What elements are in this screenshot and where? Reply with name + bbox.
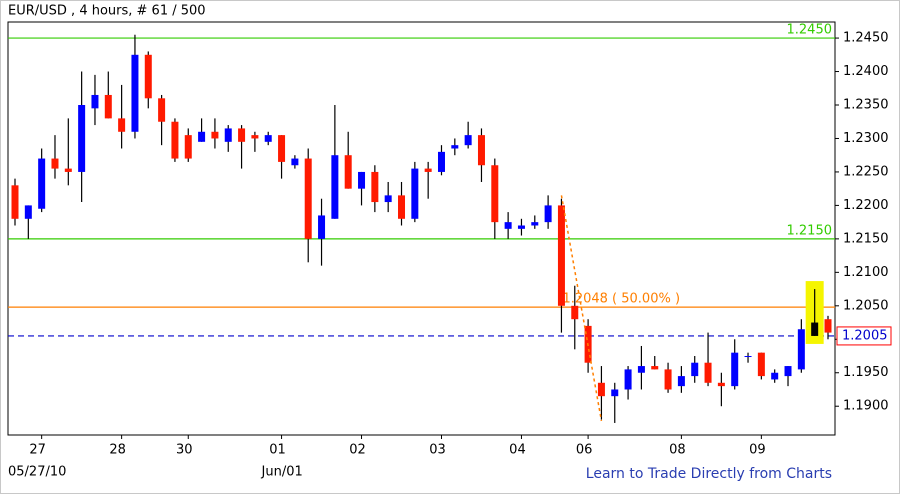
candle-body	[451, 145, 459, 149]
candle-body	[264, 135, 272, 142]
candle-body	[171, 121, 179, 159]
candle-body	[278, 135, 286, 162]
y-tick-label: 1.2150	[843, 231, 889, 246]
trendline	[560, 195, 603, 422]
candle-body	[691, 362, 699, 377]
y-tick-label: 1.2350	[843, 98, 889, 113]
candle-body	[464, 135, 472, 146]
candle-body	[504, 222, 512, 229]
date-label: 05/27/10	[8, 465, 66, 480]
candle-body	[304, 158, 312, 239]
price-box	[836, 326, 892, 346]
candle-body	[824, 319, 832, 333]
candle-body	[238, 128, 246, 142]
y-tick-label: 1.1950	[843, 365, 889, 380]
candle-body	[811, 322, 819, 336]
candle-body	[624, 369, 632, 390]
candle-body	[51, 158, 59, 169]
x-tick-label: 08	[669, 443, 686, 458]
candle-body	[318, 215, 326, 239]
level-label: 1.2450	[787, 23, 833, 38]
x-tick-label: 27	[29, 443, 46, 458]
y-tick-label: 1.2300	[843, 131, 889, 146]
candle-body	[771, 372, 779, 380]
candle-body	[331, 155, 339, 219]
candle-body	[517, 225, 525, 229]
candle-body	[411, 168, 419, 219]
candle-body	[744, 356, 752, 358]
candle-body	[597, 382, 605, 397]
candle-body	[571, 305, 579, 320]
x-tick-label: 02	[349, 443, 366, 458]
x-tick-label: 09	[749, 443, 766, 458]
y-tick-label: 1.2050	[843, 298, 889, 313]
candle-body	[424, 168, 432, 172]
y-tick-label: 1.2400	[843, 64, 889, 79]
y-tick-label: 1.2100	[843, 265, 889, 280]
candle-body	[24, 205, 32, 219]
candle-body	[611, 389, 619, 397]
date-label: Jun/01	[261, 465, 303, 480]
candle-body	[664, 369, 672, 390]
x-tick-label: 30	[176, 443, 193, 458]
candle-body	[158, 98, 166, 122]
candle-body	[371, 171, 379, 203]
candle-body	[291, 158, 299, 166]
candle-body	[144, 54, 152, 99]
candle-body	[717, 382, 725, 387]
candle-body	[198, 131, 206, 142]
candle-body	[211, 131, 219, 139]
candle-body	[78, 105, 86, 172]
candle-body	[11, 185, 19, 219]
y-tick-label: 1.2450	[843, 31, 889, 46]
candle-body	[651, 366, 659, 370]
candle-body	[731, 352, 739, 387]
y-tick-label: 1.2250	[843, 164, 889, 179]
candle-body	[531, 222, 539, 226]
chart-title: EUR/USD , 4 hours, # 61 / 500	[8, 4, 206, 19]
candle-body	[398, 195, 406, 219]
candle-body	[91, 94, 99, 109]
y-tick-label: 1.1900	[843, 399, 889, 414]
candle-body	[251, 135, 259, 139]
candle-body	[637, 366, 645, 373]
candle-body	[118, 118, 126, 132]
candle-body	[344, 155, 352, 189]
candle-body	[104, 94, 112, 119]
candle-body	[437, 151, 445, 172]
candle-body	[184, 135, 192, 159]
candle-body	[64, 168, 72, 172]
candle-body	[38, 158, 46, 209]
candle-body	[557, 205, 565, 306]
candle-body	[477, 135, 485, 166]
level-label: 1.2150	[787, 223, 833, 238]
level-label: 1.2048 ( 50.00% )	[562, 292, 680, 307]
candle-body	[384, 195, 392, 203]
x-tick-label: 03	[429, 443, 446, 458]
candle-body	[797, 329, 805, 370]
candle-body	[757, 352, 765, 377]
x-tick-label: 01	[269, 443, 286, 458]
candle-body	[224, 128, 232, 142]
x-tick-label: 04	[509, 443, 526, 458]
candle-body	[131, 54, 139, 132]
candle-body	[491, 165, 499, 223]
y-tick-label: 1.2200	[843, 198, 889, 213]
price-label: 1.2005	[842, 328, 888, 343]
candle-body	[677, 376, 685, 387]
footer-link[interactable]: Learn to Trade Directly from Charts	[586, 466, 832, 482]
candle-body	[704, 362, 712, 383]
x-tick-label: 28	[109, 443, 126, 458]
candle-body	[358, 171, 366, 189]
candle-body	[784, 366, 792, 377]
x-tick-label: 06	[576, 443, 593, 458]
candle-body	[544, 205, 552, 223]
